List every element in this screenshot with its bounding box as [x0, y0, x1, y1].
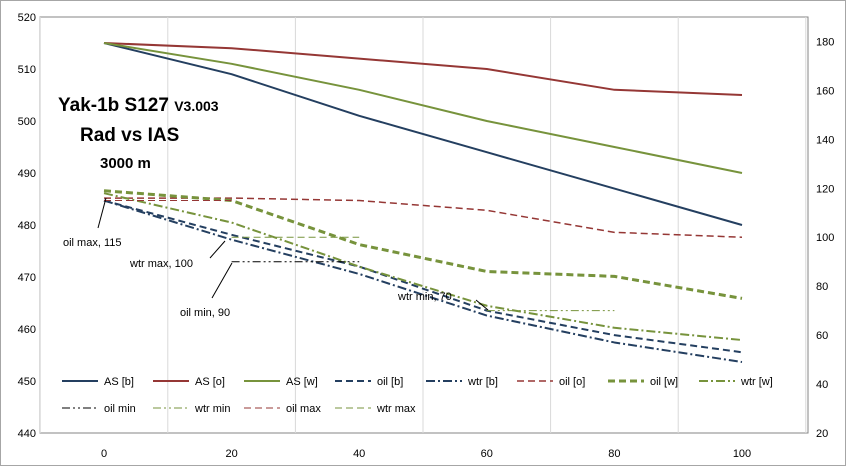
series-line-wtr-b [103, 199, 743, 364]
series-line-as-o [103, 42, 743, 96]
series-line-oil-b [103, 199, 743, 354]
right-axis-tick-label: 120 [816, 183, 834, 195]
series-line-as-w [103, 42, 743, 174]
x-axis-tick-label: 20 [225, 448, 237, 460]
legend-label-as-w: AS [w] [286, 376, 318, 388]
legend-label-wtr-max: wtr max [376, 403, 416, 415]
legend-label-oil-o: oil [o] [559, 376, 585, 388]
legend-label-oil-w: oil [w] [650, 376, 678, 388]
annotation-oil-min: oil min, 90 [180, 262, 233, 319]
right-axis-tick-label: 20 [816, 428, 828, 440]
series-line-as-b [103, 42, 743, 226]
legend-label-wtr-b: wtr [b] [467, 376, 498, 388]
x-axis-tick-label: 100 [733, 448, 751, 460]
chart-title-version: V3.003 [174, 98, 219, 114]
chart-title-line3: 3000 m [100, 155, 151, 172]
left-axis-tick-label: 480 [18, 220, 36, 232]
series-line-oil-w [103, 189, 743, 300]
annotation-wtr-min: wtr min, 70 [397, 291, 489, 311]
x-axis-tick-labels: 0 20 40 60 80 100 [101, 448, 751, 460]
left-axis-tick-label: 500 [18, 116, 36, 128]
right-axis-tick-label: 160 [816, 85, 834, 97]
annotation-oil-max: oil max, 115 [63, 197, 122, 249]
series-line-wtr-w [103, 192, 743, 342]
legend-label-oil-b: oil [b] [377, 376, 403, 388]
vertical-gridlines [39, 17, 807, 433]
annotation-wtr-min-text: wtr min, 70 [397, 291, 452, 303]
chart-title-main: Yak-1b S127 [58, 95, 174, 116]
legend-label-as-b: AS [b] [104, 376, 134, 388]
left-axis-tick-label: 470 [18, 272, 36, 284]
left-axis-tick-label: 520 [18, 12, 36, 24]
left-axis-tick-label: 490 [18, 168, 36, 180]
right-axis-tick-label: 60 [816, 330, 828, 342]
legend-label-wtr-min: wtr min [194, 403, 230, 415]
x-axis-tick-label: 60 [481, 448, 493, 460]
right-axis-tick-label: 80 [816, 281, 828, 293]
x-axis-tick-label: 80 [608, 448, 620, 460]
legend-label-oil-max: oil max [286, 403, 321, 415]
annotation-wtr-max: wtr max, 100 [129, 240, 226, 270]
left-axis-tick-label: 440 [18, 428, 36, 440]
chart-legend: AS [b] AS [o] AS [w] oil [b] wtr [b] oil [o] o… [62, 376, 773, 415]
left-axis-tick-label: 450 [18, 376, 36, 388]
annotation-wtr-min-leader [475, 299, 489, 311]
right-axis-tick-label: 40 [816, 379, 828, 391]
annotation-wtr-max-leader [209, 240, 226, 259]
right-axis-tick-label: 140 [816, 134, 834, 146]
left-axis-tick-label: 510 [18, 64, 36, 76]
legend-label-oil-min: oil min [104, 403, 136, 415]
x-axis-tick-label: 0 [101, 448, 107, 460]
left-axis-tick-label: 460 [18, 324, 36, 336]
x-axis-tick-label: 40 [353, 448, 365, 460]
annotation-oil-max-leader [97, 197, 107, 229]
annotation-wtr-max-text: wtr max, 100 [129, 258, 193, 270]
annotation-oil-max-text: oil max, 115 [63, 237, 122, 249]
left-axis-tick-labels: 440 450 460 470 480 490 500 510 520 [18, 12, 36, 440]
right-axis-tick-labels: 20 40 60 80 100 120 140 160 180 [816, 36, 834, 440]
annotation-oil-min-leader [211, 262, 233, 299]
right-axis-tick-label: 180 [816, 36, 834, 48]
chart-title-line1: Yak-1b S127 V3.003 [58, 95, 219, 116]
annotation-oil-min-text: oil min, 90 [180, 307, 230, 319]
legend-label-wtr-w: wtr [w] [740, 376, 773, 388]
right-axis-tick-label: 100 [816, 232, 834, 244]
series-lines [103, 42, 743, 364]
chart-title-line2: Rad vs IAS [80, 125, 179, 146]
legend-label-as-o: AS [o] [195, 376, 225, 388]
series-line-oil-o [104, 197, 743, 238]
